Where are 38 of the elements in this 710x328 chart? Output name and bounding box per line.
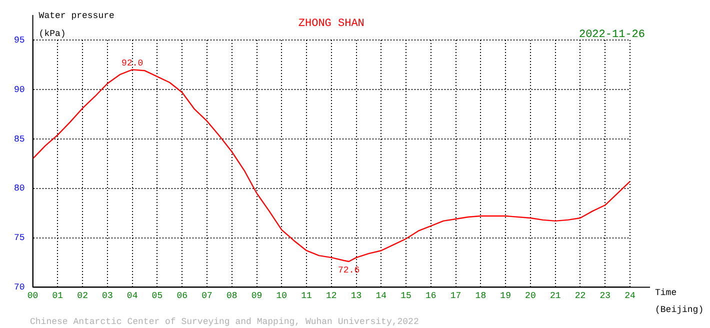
- x-tick-label: 02: [77, 290, 88, 301]
- x-tick-label: 07: [202, 290, 212, 301]
- x-tick-label: 06: [176, 290, 188, 301]
- x-tick-label: 03: [102, 290, 113, 301]
- x-tick-label: 21: [550, 290, 561, 301]
- text: Chinese Antarctic Center of Surveying and Mapping, Wuhan University,2022: [30, 317, 419, 327]
- x-tick-label: 16: [426, 290, 436, 301]
- annotation: 72.6: [338, 265, 360, 276]
- x-tick-label: 20: [525, 290, 536, 301]
- x-tick-label: 13: [350, 290, 362, 301]
- x-tick-label: 09: [251, 290, 262, 301]
- x-tick-label: 17: [450, 290, 462, 301]
- y-tick-label: 80: [14, 184, 25, 194]
- x-tick-label: 04: [126, 290, 138, 301]
- x-axis-title: Time (Beijing): [655, 288, 704, 316]
- y-axis-title: Water pressure (kPa): [38, 11, 114, 39]
- x-tick-label: 05: [152, 290, 163, 301]
- x-tick-label: 01: [52, 290, 64, 301]
- x-tick-label: 00: [27, 290, 38, 301]
- y-tick-label: 85: [14, 134, 25, 144]
- y-tick-label: 95: [14, 35, 25, 46]
- x-tick-label: 24: [624, 290, 636, 301]
- x-tick-label: 22: [574, 290, 586, 301]
- x-tick-label: 11: [301, 290, 312, 301]
- x-tick-label: 15: [400, 290, 412, 301]
- x-tick-label: 14: [376, 290, 387, 301]
- y-tick-label: 75: [14, 233, 25, 244]
- x-tick-label: 23: [600, 290, 611, 301]
- chart-subtitle: 2022-11-26: [578, 29, 645, 41]
- x-tick-label: 19: [500, 290, 511, 301]
- x-tick-label: 18: [475, 290, 486, 301]
- x-tick-label: 08: [226, 290, 238, 301]
- x-tick-label: 12: [326, 290, 337, 301]
- x-tick-label: 10: [276, 290, 288, 301]
- annotation: 92.0: [122, 58, 144, 69]
- y-tick-label: 70: [14, 282, 25, 293]
- chart-title: ZHONG SHAN: [298, 18, 364, 30]
- y-tick-label: 90: [14, 84, 25, 95]
